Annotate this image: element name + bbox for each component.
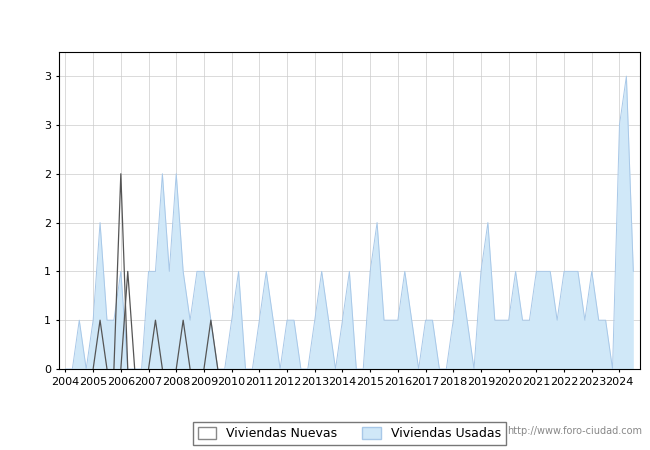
Legend: Viviendas Nuevas, Viviendas Usadas: Viviendas Nuevas, Viviendas Usadas bbox=[192, 422, 506, 445]
Text: http://www.foro-ciudad.com: http://www.foro-ciudad.com bbox=[507, 427, 642, 436]
Text: Destriana - Evolucion del Nº de Transacciones Inmobiliarias: Destriana - Evolucion del Nº de Transacc… bbox=[79, 16, 571, 31]
